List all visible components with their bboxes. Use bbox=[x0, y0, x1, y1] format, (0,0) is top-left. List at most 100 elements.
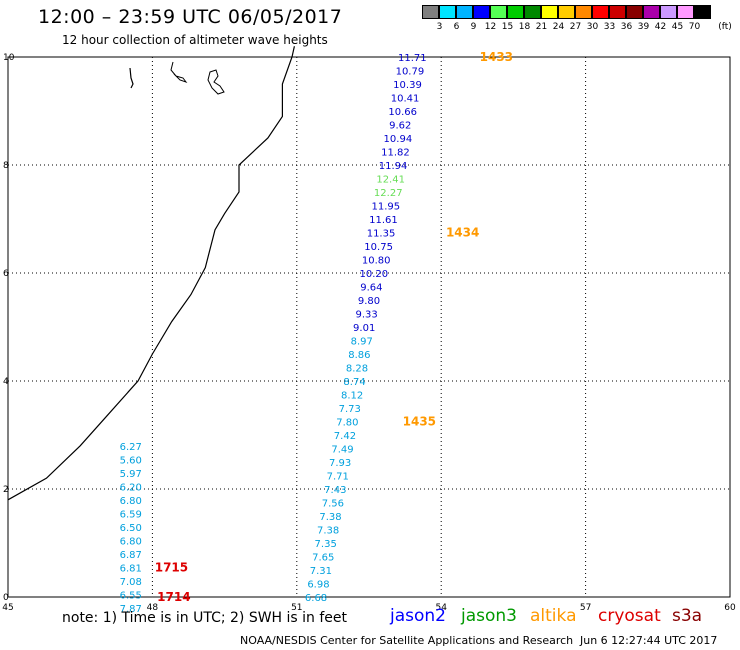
legend-label: 36 bbox=[620, 22, 633, 32]
longitude-tick-label: 54 bbox=[435, 603, 447, 613]
map-frame bbox=[7, 56, 731, 598]
island-outline bbox=[170, 61, 188, 83]
latitude-tick-label: 2 bbox=[3, 485, 9, 495]
legend-swatch bbox=[524, 5, 541, 19]
legend-swatch bbox=[456, 5, 473, 19]
legend-label: 9 bbox=[470, 22, 477, 32]
pass-time-label: 1715 bbox=[155, 560, 188, 574]
wave-height-value: 7.38 bbox=[317, 526, 339, 537]
legend-label: 12 bbox=[484, 22, 497, 32]
island-outline bbox=[207, 69, 225, 95]
coastline bbox=[7, 46, 295, 501]
legend-label: 70 bbox=[688, 22, 701, 32]
wave-height-value: 7.38 bbox=[319, 512, 341, 523]
wave-height-value: 6.50 bbox=[120, 523, 142, 534]
wave-height-value: 11.71 bbox=[398, 53, 427, 64]
wave-height-value: 7.08 bbox=[120, 577, 142, 588]
wave-height-value: 10.41 bbox=[391, 94, 420, 105]
legend-swatch bbox=[558, 5, 575, 19]
wave-height-value: 8.86 bbox=[348, 350, 370, 361]
latitude-tick-label: 10 bbox=[3, 53, 15, 63]
wave-height-value: 8.28 bbox=[346, 364, 368, 375]
longitude-tick-label: 57 bbox=[580, 603, 591, 613]
wave-height-value: 7.65 bbox=[312, 553, 334, 564]
wave-height-value: 6.59 bbox=[120, 509, 142, 520]
wave-height-value: 10.80 bbox=[362, 256, 391, 267]
legend-label: 21 bbox=[535, 22, 548, 32]
wave-height-value: 6.55 bbox=[120, 590, 142, 601]
wave-height-value: 12.41 bbox=[376, 175, 405, 186]
wave-height-value: 6.68 bbox=[305, 593, 327, 604]
wave-height-value: 7.49 bbox=[331, 445, 353, 456]
wave-height-value: 8.74 bbox=[343, 377, 365, 388]
wave-height-value: 11.82 bbox=[381, 148, 410, 159]
wave-height-value: 9.80 bbox=[358, 296, 380, 307]
map-subtitle: 12 hour collection of altimeter wave hei… bbox=[62, 33, 328, 47]
satellite-name: s3a bbox=[672, 606, 703, 626]
legend-label: 39 bbox=[637, 22, 650, 32]
legend-swatch bbox=[677, 5, 694, 19]
wave-height-value: 7.73 bbox=[339, 404, 361, 415]
legend-label: 24 bbox=[552, 22, 565, 32]
satellite-name: cryosat bbox=[598, 606, 661, 626]
latitude-tick-label: 4 bbox=[3, 377, 9, 387]
wave-height-value: 10.39 bbox=[393, 80, 422, 91]
legend-swatch bbox=[422, 5, 439, 19]
island-outline bbox=[129, 67, 134, 89]
legend-label: 18 bbox=[518, 22, 531, 32]
latitude-tick-label: 8 bbox=[3, 161, 9, 171]
wave-height-value: 7.35 bbox=[315, 539, 337, 550]
wave-height-value: 6.81 bbox=[120, 563, 142, 574]
legend-label: 42 bbox=[654, 22, 667, 32]
wave-height-value: 9.64 bbox=[360, 283, 382, 294]
wave-height-value: 7.80 bbox=[336, 418, 358, 429]
wave-height-value: 10.66 bbox=[388, 107, 417, 118]
wave-height-value: 9.01 bbox=[353, 323, 375, 334]
wave-height-value: 6.80 bbox=[120, 536, 142, 547]
latitude-tick-label: 0 bbox=[3, 593, 9, 603]
pass-time-label: 1433 bbox=[480, 50, 513, 64]
wave-height-value: 7.31 bbox=[310, 566, 332, 577]
legend-label: 33 bbox=[603, 22, 616, 32]
wave-height-value: 7.43 bbox=[324, 485, 346, 496]
latitude-tick-label: 6 bbox=[3, 269, 9, 279]
pass-time-label: 1435 bbox=[403, 415, 436, 429]
wave-height-value: 12.27 bbox=[374, 188, 403, 199]
longitude-tick-label: 48 bbox=[147, 603, 159, 613]
wave-height-value: 10.94 bbox=[384, 134, 413, 145]
satellite-name: altika bbox=[530, 606, 577, 626]
footnote: note: 1) Time is in UTC; 2) SWH is in fe… bbox=[62, 610, 348, 626]
pass-time-label: 1714 bbox=[157, 590, 190, 604]
legend-unit: (ft) bbox=[718, 22, 732, 32]
wave-height-value: 7.93 bbox=[329, 458, 351, 469]
legend-swatch bbox=[541, 5, 558, 19]
legend-label: 45 bbox=[671, 22, 684, 32]
wave-height-value: 10.79 bbox=[396, 67, 425, 78]
wave-height-value: 7.87 bbox=[120, 604, 142, 615]
wave-height-value: 10.75 bbox=[364, 242, 393, 253]
wave-height-value: 7.56 bbox=[322, 499, 344, 510]
legend-label: 6 bbox=[453, 22, 460, 32]
legend-swatch bbox=[473, 5, 490, 19]
wave-height-value: 5.60 bbox=[120, 455, 142, 466]
legend-swatch bbox=[507, 5, 524, 19]
legend-label: 30 bbox=[586, 22, 599, 32]
wave-height-value: 6.87 bbox=[120, 550, 142, 561]
legend-swatch bbox=[609, 5, 626, 19]
credit-line: NOAA/NESDIS Center for Satellite Applica… bbox=[240, 634, 574, 647]
legend-label: 3 bbox=[436, 22, 443, 32]
legend-label: 27 bbox=[569, 22, 582, 32]
wave-height-value: 6.27 bbox=[120, 442, 142, 453]
wave-height-value: 11.61 bbox=[369, 215, 398, 226]
wave-height-value: 7.42 bbox=[334, 431, 356, 442]
issued-timestamp: Jun 6 12:27:44 UTC 2017 bbox=[580, 634, 718, 647]
longitude-tick-label: 51 bbox=[291, 603, 302, 613]
wave-height-value: 11.95 bbox=[372, 202, 401, 213]
legend-swatch bbox=[592, 5, 609, 19]
wave-height-value: 6.80 bbox=[120, 496, 142, 507]
longitude-tick-label: 45 bbox=[2, 603, 13, 613]
legend-swatch bbox=[575, 5, 592, 19]
wave-height-value: 8.12 bbox=[341, 391, 363, 402]
wave-height-value: 10.20 bbox=[359, 269, 388, 280]
wave-height-value: 11.94 bbox=[379, 161, 408, 172]
